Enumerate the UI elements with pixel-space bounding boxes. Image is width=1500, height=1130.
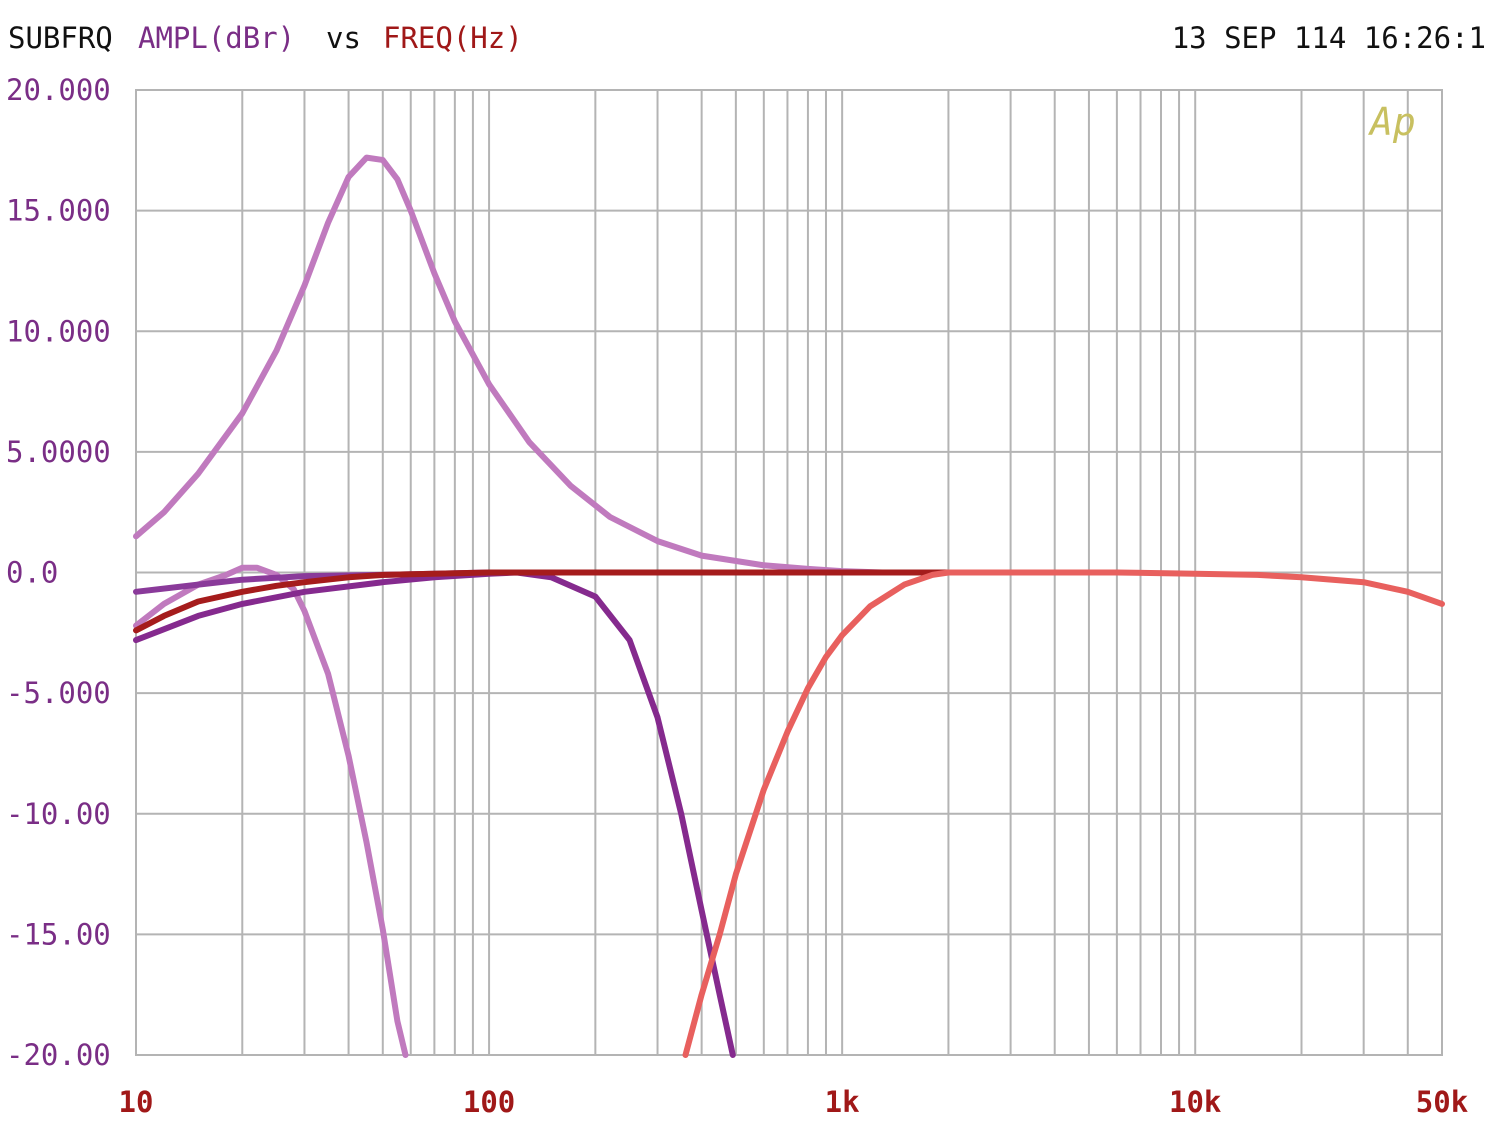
series-group <box>133 154 1445 1058</box>
x-tick-label: 100 <box>463 1085 515 1119</box>
ap-logo: Ap <box>1368 100 1416 144</box>
y-tick-label: 5.0000 <box>6 435 111 469</box>
header-timestamp: 13 SEP 114 16:26:1 <box>1172 21 1486 55</box>
x-tick-label: 10 <box>119 1085 154 1119</box>
y-tick-label: -5.000 <box>6 676 111 710</box>
y-tick-label: -20.00 <box>6 1038 111 1072</box>
plot-frame <box>135 89 1443 1056</box>
y-tick-label: -10.00 <box>6 797 111 831</box>
y-tick-label: 15.000 <box>6 194 111 228</box>
header-instrument: SUBFRQ <box>8 21 113 55</box>
series-line-1 <box>133 154 886 576</box>
header-vs: vs <box>326 21 361 55</box>
x-tick-labels: 10 100 1k 10k 50k <box>119 1085 1469 1119</box>
header-x-quantity: FREQ(Hz) <box>383 21 523 55</box>
x-tick-label: 10k <box>1169 1085 1221 1119</box>
header-y-quantity: AMPL(dBr) <box>138 21 295 55</box>
x-tick-label: 1k <box>825 1085 860 1119</box>
series-line-5 <box>133 569 1120 634</box>
series-line-2 <box>133 564 409 1058</box>
series-line-6 <box>682 569 1445 1058</box>
y-tick-label: -15.00 <box>6 917 111 951</box>
y-tick-label: 0.0 <box>6 556 58 590</box>
y-tick-labels: 20.000 15.000 10.000 5.0000 0.0 -5.000 -10.00 -… <box>6 73 111 1072</box>
y-tick-label: 10.000 <box>6 314 111 348</box>
x-tick-label: 50k <box>1416 1085 1468 1119</box>
y-tick-label: 20.000 <box>6 73 111 107</box>
